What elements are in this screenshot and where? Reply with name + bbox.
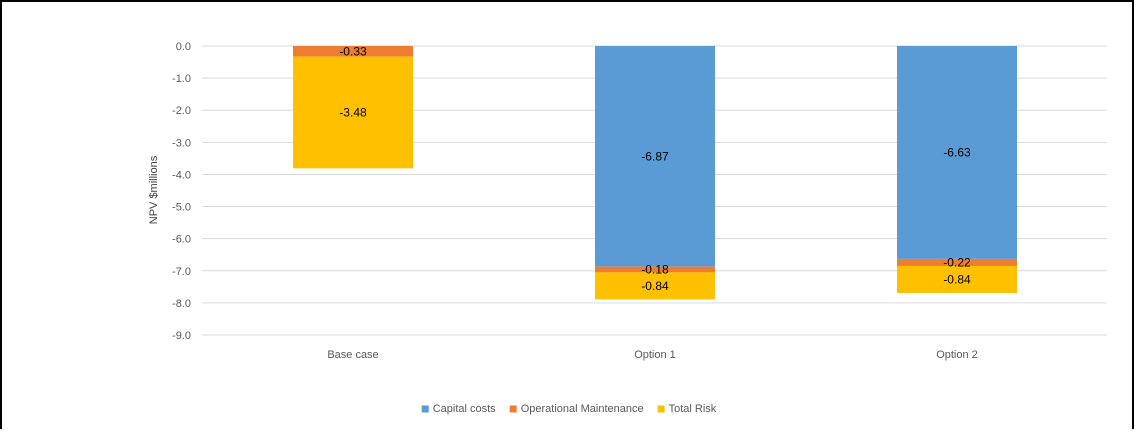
x-axis-categories: Base case Option 1 Option 2	[327, 349, 977, 361]
data-label: -0.84	[641, 279, 669, 293]
data-label: -0.33	[339, 44, 367, 58]
bar-segment	[595, 272, 715, 300]
data-label: -0.22	[943, 255, 971, 269]
data-label: -6.87	[641, 149, 669, 163]
y-tick-label: -1.0	[172, 73, 191, 85]
bar-segment	[293, 46, 413, 57]
bar-segment	[897, 258, 1017, 266]
bar-segment	[897, 265, 1017, 293]
y-tick-label: -7.0	[172, 266, 191, 278]
y-tick-label: -5.0	[172, 202, 191, 214]
legend-swatch	[509, 405, 517, 413]
data-labels: -0.33 -3.48 -6.87 -0.18 -0.84 -6.63 -0.22 -0.84	[339, 44, 971, 293]
y-axis-ticks: 0.0 -1.0 -2.0 -3.0 -4.0 -5.0 -6.0 -7.0 -8.0 -9.0	[172, 41, 191, 342]
x-category-label: Option 2	[936, 349, 978, 361]
bar-segment	[897, 46, 1017, 259]
legend-swatch	[421, 405, 429, 413]
legend-label: Operational Maintenance	[521, 403, 644, 415]
y-axis-title: NPV $millions	[148, 155, 160, 224]
legend-label: Total Risk	[669, 403, 717, 415]
bar-segment	[293, 56, 413, 169]
y-tick-label: -6.0	[172, 234, 191, 246]
x-category-label: Option 1	[634, 349, 676, 361]
y-tick-label: -8.0	[172, 298, 191, 310]
data-label: -6.63	[943, 145, 971, 159]
x-category-label: Base case	[327, 349, 378, 361]
data-label: -0.84	[943, 272, 971, 286]
legend-label: Capital costs	[433, 403, 496, 415]
data-label: -3.48	[339, 105, 367, 119]
bars	[293, 46, 1017, 300]
bar-segment	[595, 46, 715, 267]
legend: Capital costs Operational Maintenance Tota…	[421, 403, 717, 415]
y-tick-label: -4.0	[172, 169, 191, 181]
bar-segment	[595, 266, 715, 273]
legend-swatch	[657, 405, 665, 413]
y-tick-label: 0.0	[176, 41, 191, 53]
y-tick-label: -3.0	[172, 137, 191, 149]
y-tick-label: -9.0	[172, 330, 191, 342]
y-tick-label: -2.0	[172, 105, 191, 117]
data-label: -0.18	[641, 262, 669, 276]
